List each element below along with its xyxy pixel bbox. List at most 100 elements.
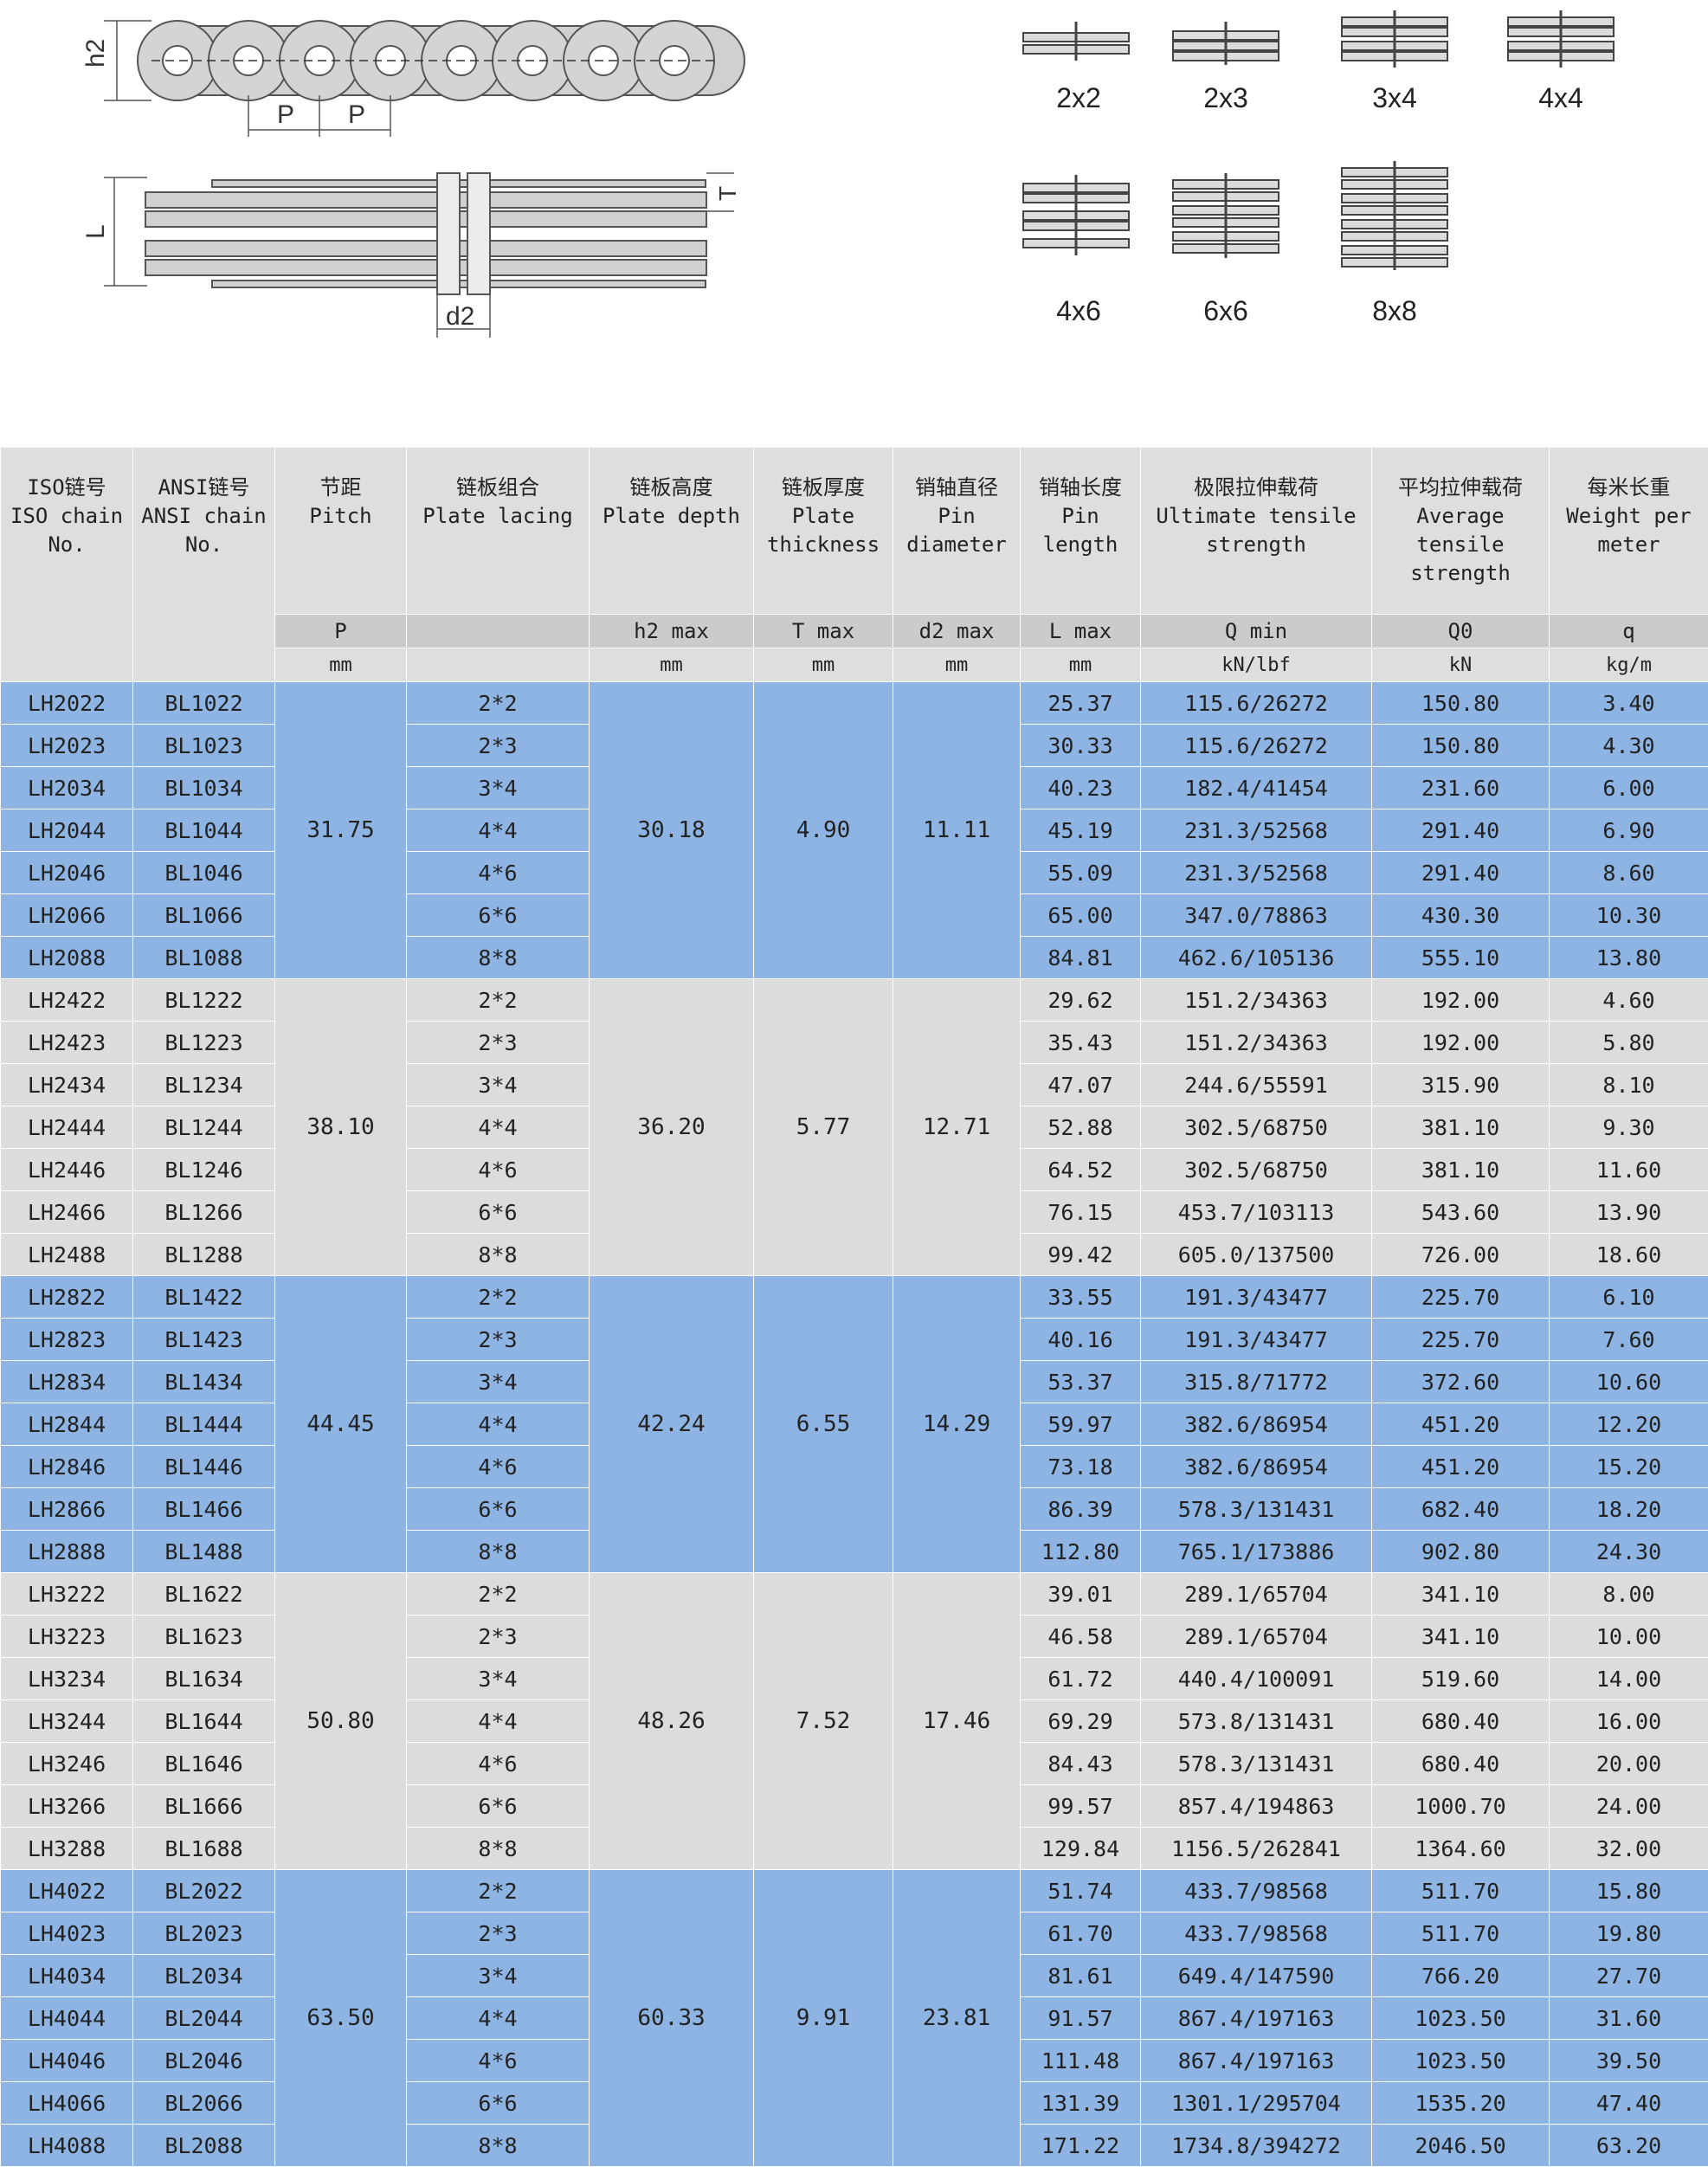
iso-chain-cell: LH2466 [1,1191,133,1234]
average-strength-cell: 766.20 [1372,1955,1550,1997]
symbol-depth: h2 max [590,615,754,648]
header-ultimate: 极限拉伸载荷 Ultimate tensile strength [1141,448,1372,615]
pin-length-cell: 52.88 [1021,1106,1141,1149]
iso-chain-cell: LH2444 [1,1106,133,1149]
iso-chain-cell: LH3266 [1,1785,133,1828]
ultimate-strength-cell: 289.1/65704 [1141,1616,1372,1658]
plate-thickness-cell: 9.91 [754,1870,893,2167]
symbol-ult: Q min [1141,615,1372,648]
ansi-chain-cell: BL2088 [133,2125,275,2167]
weight-cell: 12.20 [1550,1403,1708,1446]
average-strength-cell: 1023.50 [1372,1997,1550,2040]
ansi-chain-cell: BL1488 [133,1531,275,1573]
average-strength-cell: 315.90 [1372,1064,1550,1106]
pitch-cell: 31.75 [275,682,407,979]
pin-diameter-cell: 23.81 [893,1870,1021,2167]
weight-cell: 63.20 [1550,2125,1708,2167]
chain-top-view [104,173,734,338]
iso-chain-cell: LH2044 [1,809,133,852]
pin-length-cell: 35.43 [1021,1022,1141,1064]
pin-length-cell: 53.37 [1021,1361,1141,1403]
weight-cell: 13.90 [1550,1191,1708,1234]
header-avg-en1: Average [1372,502,1549,531]
average-strength-cell: 902.80 [1372,1531,1550,1573]
header-ult-en1: Ultimate tensile [1141,502,1371,531]
pin-length-cell: 61.70 [1021,1912,1141,1955]
lacing-icon-2x2 [1023,22,1129,61]
ultimate-strength-cell: 440.4/100091 [1141,1658,1372,1700]
header-thickness: 链板厚度 Plate thickness [754,448,893,615]
weight-cell: 11.60 [1550,1149,1708,1191]
iso-chain-cell: LH2844 [1,1403,133,1446]
iso-chain-cell: LH4044 [1,1997,133,2040]
header-ansi-en2: No. [133,531,274,559]
ansi-chain-cell: BL1622 [133,1573,275,1616]
chain-side-view [104,21,744,137]
lacing-icon-4x6 [1023,175,1129,255]
header-pitch: 节距 Pitch [275,448,407,615]
pitch-cell: 50.80 [275,1573,407,1870]
ansi-chain-cell: BL1446 [133,1446,275,1488]
header-ansi: ANSI链号 ANSI chain No. [133,448,275,682]
ansi-chain-cell: BL2023 [133,1912,275,1955]
header-avg-en3: strength [1372,559,1549,588]
pitch-label-1: P [277,100,294,129]
average-strength-cell: 192.00 [1372,1022,1550,1064]
plate-lacing-cell: 4*6 [407,1743,590,1785]
header-depth-cn: 链板高度 [590,474,753,502]
pin-length-cell: 171.22 [1021,2125,1141,2167]
symbol-pin-d: d2 max [893,615,1021,648]
unit-ult: kN/lbf [1141,648,1372,682]
lacing-caption-2x3: 2x3 [1203,82,1248,113]
pin-length-cell: 46.58 [1021,1616,1141,1658]
ansi-chain-cell: BL1688 [133,1828,275,1870]
header-iso-en2: No. [1,531,132,559]
pin-length-cell: 61.72 [1021,1658,1141,1700]
header-lacing-en: Plate lacing [407,502,589,531]
plate-lacing-cell: 6*6 [407,2082,590,2125]
ultimate-strength-cell: 151.2/34363 [1141,979,1372,1022]
weight-cell: 24.30 [1550,1531,1708,1573]
ansi-chain-cell: BL1288 [133,1234,275,1276]
ultimate-strength-cell: 191.3/43477 [1141,1276,1372,1319]
ansi-chain-cell: BL1088 [133,937,275,979]
weight-cell: 32.00 [1550,1828,1708,1870]
ultimate-strength-cell: 1301.1/295704 [1141,2082,1372,2125]
L-label: L [81,224,110,239]
plate-lacing-cell: 3*4 [407,1955,590,1997]
pin-length-cell: 84.81 [1021,937,1141,979]
iso-chain-cell: LH4034 [1,1955,133,1997]
plate-lacing-cell: 4*6 [407,852,590,894]
iso-chain-cell: LH2888 [1,1531,133,1573]
ansi-chain-cell: BL2046 [133,2040,275,2082]
plate-depth-cell: 48.26 [590,1573,754,1870]
ultimate-strength-cell: 573.8/131431 [1141,1700,1372,1743]
lacing-icon-4x4 [1508,10,1614,68]
ultimate-strength-cell: 115.6/26272 [1141,682,1372,725]
symbol-pin-l: L max [1021,615,1141,648]
ansi-chain-cell: BL2034 [133,1955,275,1997]
plate-lacing-cell: 2*3 [407,725,590,767]
ultimate-strength-cell: 302.5/68750 [1141,1106,1372,1149]
lacing-caption-4x4: 4x4 [1538,82,1583,113]
plate-lacing-cell: 4*4 [407,1700,590,1743]
ansi-chain-cell: BL1022 [133,682,275,725]
average-strength-cell: 451.20 [1372,1403,1550,1446]
average-strength-cell: 2046.50 [1372,2125,1550,2167]
pin-length-cell: 64.52 [1021,1149,1141,1191]
header-depth: 链板高度 Plate depth [590,448,754,615]
average-strength-cell: 150.80 [1372,682,1550,725]
iso-chain-cell: LH3223 [1,1616,133,1658]
average-strength-cell: 682.40 [1372,1488,1550,1531]
ultimate-strength-cell: 231.3/52568 [1141,809,1372,852]
weight-cell: 8.10 [1550,1064,1708,1106]
ansi-chain-cell: BL1444 [133,1403,275,1446]
pin-length-cell: 81.61 [1021,1955,1141,1997]
plate-lacing-cell: 4*6 [407,1149,590,1191]
ansi-chain-cell: BL1066 [133,894,275,937]
plate-lacing-cell: 8*8 [407,1531,590,1573]
plate-thickness-cell: 4.90 [754,682,893,979]
plate-depth-cell: 60.33 [590,1870,754,2167]
ultimate-strength-cell: 433.7/98568 [1141,1912,1372,1955]
